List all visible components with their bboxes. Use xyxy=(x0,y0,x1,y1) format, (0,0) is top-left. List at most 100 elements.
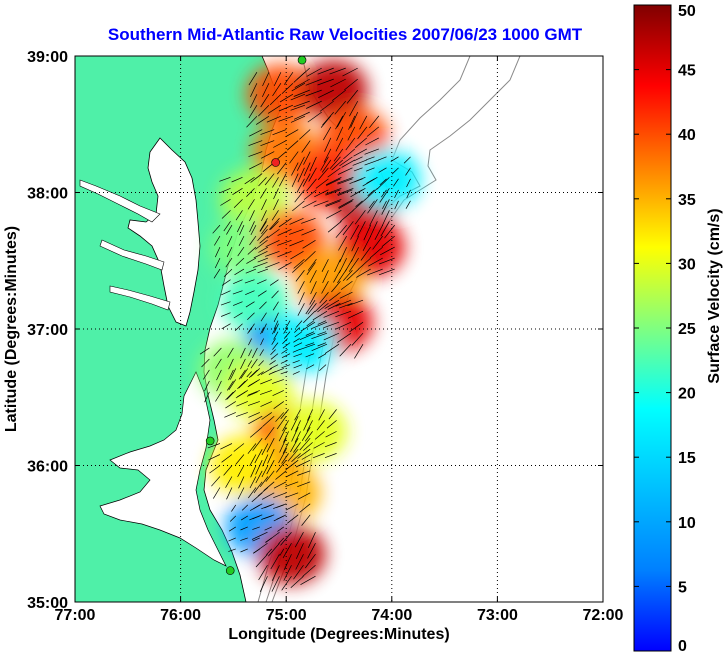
x-axis-label: Longitude (Degrees:Minutes) xyxy=(228,626,449,643)
vector-152 xyxy=(353,178,363,183)
vector-134 xyxy=(342,221,354,236)
vector-94 xyxy=(291,173,299,188)
vector-407 xyxy=(216,369,222,381)
vector-555 xyxy=(241,504,249,511)
vector-4 xyxy=(246,115,258,128)
vector-239 xyxy=(234,268,245,276)
vector-319 xyxy=(339,343,352,357)
vector-318 xyxy=(337,332,352,343)
vector-174 xyxy=(405,200,411,209)
vector-34 xyxy=(307,111,322,123)
vector-64 xyxy=(341,159,356,168)
vector-598 xyxy=(302,564,316,577)
vector-299 xyxy=(339,302,353,309)
vector-35 xyxy=(317,67,334,75)
vector-23 xyxy=(290,104,306,111)
vector-409 xyxy=(215,391,222,402)
vector-401 xyxy=(201,358,210,368)
vector-122 xyxy=(337,178,353,185)
vector-255 xyxy=(269,218,280,230)
vector-358 xyxy=(258,360,264,367)
vector-194 xyxy=(367,268,383,276)
vector-271 xyxy=(301,228,316,236)
vector-106 xyxy=(308,167,317,182)
vector-138 xyxy=(354,210,366,225)
vector-508 xyxy=(225,476,233,488)
vector-270 xyxy=(301,217,316,224)
vector-166 xyxy=(391,167,399,175)
vector-347 xyxy=(272,301,279,311)
vector-382 xyxy=(282,342,291,349)
vector-21 xyxy=(291,82,306,92)
vector-71 xyxy=(366,126,380,137)
vector-151 xyxy=(353,167,363,172)
vector-312 xyxy=(323,321,340,329)
vector-512 xyxy=(237,465,245,477)
vector-547 xyxy=(297,492,311,500)
vector-532 xyxy=(261,492,275,500)
vector-81 xyxy=(260,140,275,147)
vector-378 xyxy=(270,353,279,360)
colorbar-tick-label-8: 40 xyxy=(678,127,696,144)
york-river xyxy=(109,285,171,311)
vector-145 xyxy=(376,177,390,190)
vector-429 xyxy=(224,412,236,418)
vector-362 xyxy=(270,349,276,356)
vector-99 xyxy=(302,173,311,187)
vector-307 xyxy=(311,321,328,329)
vector-167 xyxy=(393,178,399,187)
vector-47 xyxy=(346,89,358,104)
vector-196 xyxy=(381,235,395,247)
vector-310 xyxy=(324,299,340,309)
vector-5 xyxy=(262,72,270,87)
vector-585 xyxy=(280,532,292,546)
vector-149 xyxy=(380,221,390,237)
vector-480 xyxy=(294,409,301,421)
vector-277 xyxy=(297,281,305,294)
vector-26 xyxy=(294,78,310,88)
vector-345 xyxy=(269,279,279,286)
vector-89 xyxy=(278,173,287,187)
vector-583 xyxy=(271,565,280,581)
vector-571 xyxy=(276,515,284,520)
x-tick-label-0: 77:00 xyxy=(55,607,96,624)
vector-441 xyxy=(260,379,272,385)
vector-365 xyxy=(283,327,288,334)
vector-582 xyxy=(270,554,280,570)
vector-433 xyxy=(236,401,248,407)
vector-311 xyxy=(323,310,340,318)
vector-58 xyxy=(333,148,344,162)
vector-315 xyxy=(335,299,352,307)
chesapeake-bay xyxy=(127,137,201,327)
vector-373 xyxy=(292,360,300,364)
colorbar-tick-label-7: 35 xyxy=(678,192,696,209)
vector-372 xyxy=(292,349,300,353)
vector-428 xyxy=(225,401,236,409)
vector-168 xyxy=(394,189,399,199)
vector-400 xyxy=(199,347,210,355)
vector-494 xyxy=(312,453,325,459)
vector-573 xyxy=(278,537,285,545)
vector-95 xyxy=(299,129,311,140)
vector-514 xyxy=(237,487,245,500)
vector-272 xyxy=(302,239,316,249)
vector-391 xyxy=(305,331,315,336)
vector-49 xyxy=(350,111,359,128)
vector-221 xyxy=(273,188,279,200)
vector-179 xyxy=(337,268,347,284)
vector-349 xyxy=(273,323,279,334)
vector-259 xyxy=(265,261,280,269)
vector-279 xyxy=(297,303,305,316)
vector-231 xyxy=(226,235,233,247)
vector-308 xyxy=(311,332,328,340)
vector-450 xyxy=(248,415,263,425)
vector-61 xyxy=(347,126,356,141)
vector-229 xyxy=(213,268,221,279)
vector-78 xyxy=(248,162,263,170)
vector-295 xyxy=(344,259,353,272)
colorbar-label: Surface Velocity (cm/s) xyxy=(706,208,723,383)
vector-69 xyxy=(352,159,367,166)
vector-242 xyxy=(247,246,257,255)
vector-530 xyxy=(265,470,275,482)
